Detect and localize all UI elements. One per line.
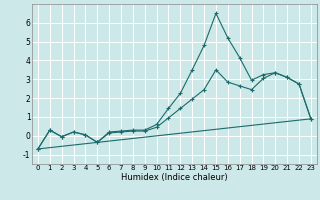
X-axis label: Humidex (Indice chaleur): Humidex (Indice chaleur) — [121, 173, 228, 182]
